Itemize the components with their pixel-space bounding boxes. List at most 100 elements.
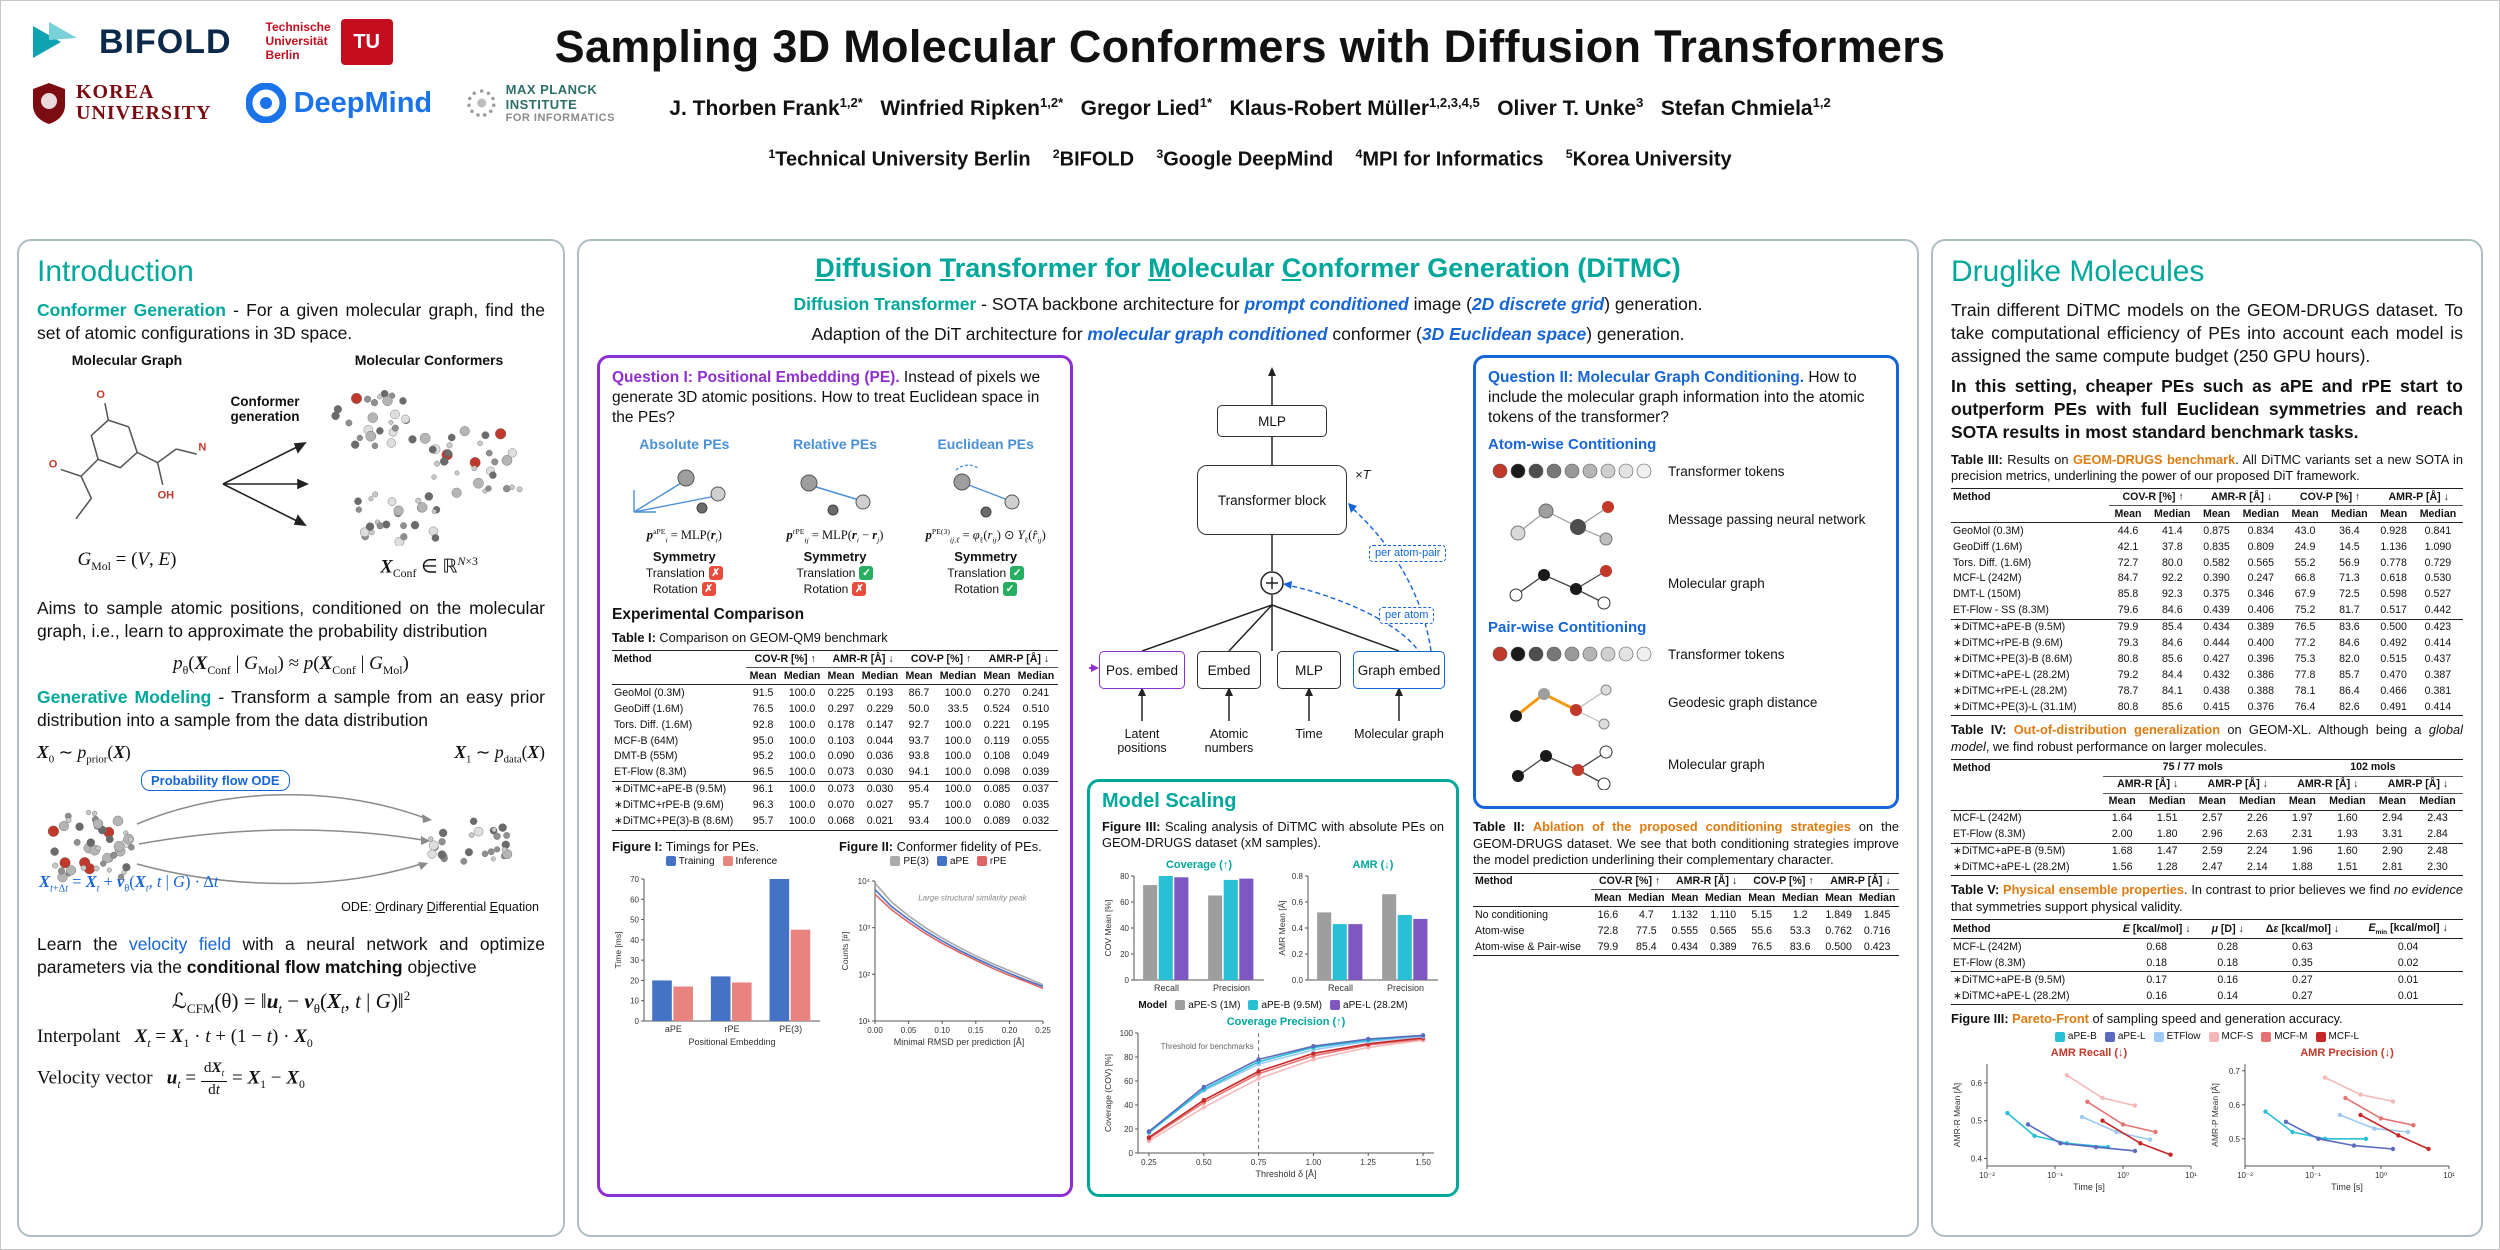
- druglike-heading: Druglike Molecules: [1951, 255, 2205, 288]
- model-scaling-heading: Model Scaling: [1102, 790, 1237, 812]
- pareto-recall-chart: 0.4 0.5 0.6 10⁻² 10⁻¹ 10⁰ 10¹ AMR-R Mean [Å] Tim…: [1952, 1047, 2197, 1192]
- druglike-panel: Druglike Molecules Train different DiTMC…: [1931, 239, 2483, 1237]
- model-scaling-caption: Figure III: Scaling analysis of DiTMC wi…: [1102, 819, 1444, 851]
- transformer-tokens-label: Transformer tokens: [1668, 463, 1785, 479]
- table-row: ET-Flow (8.3M) 0.18 0.18 0.35 0.02: [1953, 956, 2419, 969]
- mpi-text-line1: MAX PLANCK INSTITUTE: [505, 82, 598, 112]
- latent-positions-label: Latent positions: [1117, 727, 1167, 756]
- question2-lead: Question II: Molecular Graph Conditionin…: [1488, 369, 1865, 427]
- svg-text:O: O: [96, 389, 105, 401]
- svg-text:Time [s]: Time [s]: [2073, 1182, 2105, 1192]
- translation-mark: ✗: [708, 566, 723, 581]
- korea-crest-icon: [33, 83, 65, 124]
- svg-text:Time [s]: Time [s]: [2331, 1182, 2363, 1192]
- svg-text:0.00: 0.00: [867, 1026, 883, 1035]
- affiliations-line: 1Technical University Berlin 2BIFOLD 3Go…: [768, 147, 1732, 171]
- svg-text:10¹: 10¹: [2185, 1171, 2197, 1180]
- atomic-numbers-label: Atomic numbers: [1204, 727, 1254, 756]
- x1-formula: X1 ∼ pdata(X): [454, 742, 545, 766]
- svg-text:Precision: Precision: [1213, 983, 1250, 993]
- svg-text:0: 0: [1125, 976, 1130, 985]
- rotation-mark: ✗: [852, 582, 867, 597]
- table-row: ∗DiTMC+PE(3)-L (31.1M) 80.8 85.6 0.415 0.376…: [1951, 699, 2463, 717]
- absolute-pe-graphic: [633, 469, 726, 514]
- svg-text:OH: OH: [158, 490, 175, 502]
- table-row: ∗DiTMC+rPE-B (9.6M) 79.3 84.6 0.444 0.400 77.…: [1953, 637, 2452, 650]
- architecture-diagram: MLP Transformer block ×T per atom-pair p…: [1087, 355, 1457, 769]
- svg-text:20: 20: [1124, 1125, 1133, 1134]
- interpolant-formula: Interpolant Xt = X1 · t + (1 − t) · X0: [37, 1026, 313, 1051]
- svg-text:0.25: 0.25: [1035, 1026, 1051, 1035]
- svg-text:Threshold for benchmarks: Threshold for benchmarks: [1161, 1042, 1254, 1051]
- svg-text:0.05: 0.05: [901, 1026, 917, 1035]
- svg-text:60: 60: [1124, 1077, 1133, 1086]
- legend-item: rPE: [976, 856, 1007, 867]
- table-row: MCF-L (242M) 84.7 92.2 0.390 0.247 66.8 71.3 0.…: [1953, 572, 2452, 585]
- svg-text:10⁰: 10⁰: [2375, 1171, 2387, 1180]
- figure1-chart: 0 10 20 30 40 50 60 70 aPE rPE PE(3) Time [ms] Posit…: [613, 875, 820, 1047]
- table-row: ∗DiTMC+PE(3)-B (8.6M) 95.7 100.0 0.068 0.021…: [612, 813, 1058, 831]
- svg-text:Precision: Precision: [1387, 983, 1424, 993]
- svg-text:40: 40: [630, 935, 639, 944]
- table-row: ∗DiTMC+aPE-L (28.2M) 0.16 0.14 0.27 0.01: [1951, 988, 2463, 1005]
- table2-caption: Table II: Ablation of the proposed condi…: [1473, 819, 1899, 868]
- svg-text:10⁻²: 10⁻²: [2237, 1171, 2253, 1180]
- svg-text:10⁻¹: 10⁻¹: [2047, 1171, 2063, 1180]
- poster-title: Sampling 3D Molecular Conformers with Di…: [554, 21, 1946, 72]
- table5-caption: Table V: Physical ensemble properties. I…: [1951, 882, 2463, 914]
- legend-item: ETFlow: [2153, 1031, 2201, 1042]
- geodesic-distance-graphic: [1510, 684, 1612, 730]
- model-scaling-box: Model Scaling Figure III: Scaling analys…: [1087, 779, 1459, 1197]
- pareto-precision-chart: 0.5 0.6 0.7 10⁻² 10⁻¹ 10⁰ 10¹ AMR-P Mean [Å] Tim…: [2210, 1047, 2455, 1192]
- svg-text:AMR (↓): AMR (↓): [1353, 859, 1394, 871]
- svg-text:0.50: 0.50: [1196, 1158, 1212, 1167]
- svg-text:0.6: 0.6: [1971, 1079, 1983, 1088]
- legend-item: PE(3): [890, 856, 929, 867]
- graph-embed-box: Graph embed: [1353, 651, 1445, 689]
- pair-wise-heading: Pair-wise Contitioning: [1488, 619, 1647, 637]
- svg-text:10⁰: 10⁰: [2117, 1171, 2129, 1180]
- conformer-gen-column: Conformer generation: [217, 352, 313, 549]
- svg-text:AMR Mean [Å]: AMR Mean [Å]: [1277, 900, 1287, 955]
- druglike-paragraph2: In this setting, cheaper PEs such as aPE…: [1951, 376, 2463, 443]
- prior-data-row: X0 ∼ pprior(X) X1 ∼ pdata(X): [37, 742, 545, 766]
- table-row: ET-Flow (8.3M) 2.00 1.80 2.96 2.63 2.31 1.93 3.…: [1953, 828, 2448, 841]
- figure1: Figure I: Timings for PEs. Training Infer…: [612, 839, 831, 1054]
- legend-item: aPE-S (1M): [1175, 1000, 1240, 1011]
- figure1-caption: Figure I: Timings for PEs.: [612, 838, 760, 854]
- translation-label: Translation: [645, 566, 705, 581]
- legend-item: MCF-S: [2208, 1031, 2253, 1042]
- svg-text:Coverage (COV) [%]: Coverage (COV) [%]: [1103, 1054, 1113, 1132]
- translation-mark: ✓: [1010, 566, 1025, 581]
- time-label: Time: [1295, 727, 1323, 741]
- legend-item: aPE-L: [2104, 1031, 2146, 1042]
- relative-pe-formula: prPEij = MLP(ri − rj): [786, 527, 884, 546]
- svg-text:AMR Recall (↓): AMR Recall (↓): [2051, 1047, 2128, 1059]
- legend-item: aPE-B (9.5M): [1248, 1000, 1322, 1011]
- embed-box: Embed: [1197, 651, 1261, 689]
- coverage-precision-chart: 0 20 40 60 80 100 0.25 0.50 0.75 1.00 1.25 1.50 Thre…: [1103, 1016, 1434, 1179]
- table5: Method E [kcal/mol] ↓ μ [D] ↓ Δε [kcal/mol]…: [1951, 919, 2463, 1005]
- table-row: DMT-B (55M) 95.2 100.0 0.090 0.036 93.8 100.0 0…: [614, 750, 1050, 763]
- svg-text:AMR Precision (↓): AMR Precision (↓): [2300, 1047, 2394, 1059]
- atom-wise-heading: Atom-wise Contitioning: [1488, 436, 1657, 454]
- svg-text:0.15: 0.15: [968, 1026, 984, 1035]
- svg-text:60: 60: [1120, 898, 1129, 907]
- molecular-graph-label: Molecular graph: [1668, 575, 1765, 591]
- atom-tokens-row: Transformer tokens: [1488, 459, 1884, 483]
- ditmc-title: Diffusion Transformer for Molecular Conf…: [815, 253, 1681, 283]
- svg-text:PE(3): PE(3): [779, 1024, 802, 1034]
- flow-ode-diagram: Probability flow ODE Xt+Δt = Xt + vθ(Xt,…: [37, 768, 545, 926]
- tu-berlin-mark: TU: [340, 19, 393, 65]
- conformer-diagram: Molecular Graph O OH O N: [37, 352, 545, 590]
- relative-pe-graphic: [800, 474, 871, 516]
- per-atom-label: per atom: [1379, 607, 1435, 624]
- legend-item: MCF-L: [2315, 1031, 2359, 1042]
- table-row: ET-Flow (8.3M) 96.5 100.0 0.073 0.030 94.1 100…: [614, 766, 1050, 779]
- question1-lead: Question I: Positional Embedding (PE). I…: [612, 369, 1041, 427]
- table-row: ∗DiTMC+aPE-B (9.5M) 0.17 0.16 0.27 0.01: [1951, 971, 2463, 989]
- xconf-formula: XConf ∈ ℝN×3: [380, 555, 478, 581]
- introduction-panel: Introduction Conformer Generation - For …: [17, 239, 565, 1237]
- legend-item: Training: [665, 856, 715, 867]
- figure2-caption: Figure II: Conformer fidelity of PEs.: [839, 838, 1042, 854]
